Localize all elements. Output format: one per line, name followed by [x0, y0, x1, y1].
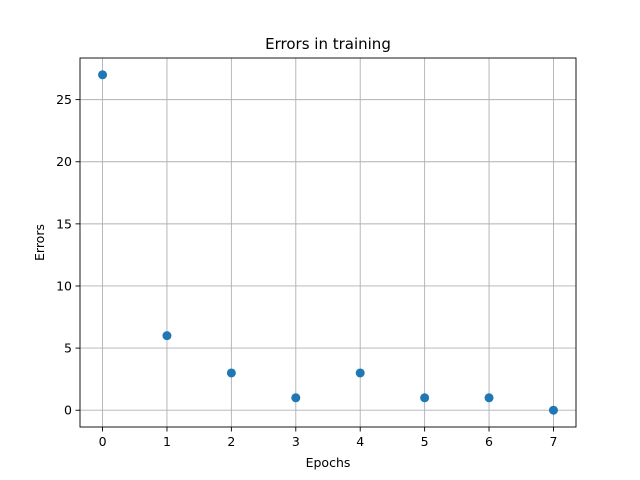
y-tick-label: 10	[56, 278, 72, 293]
data-point	[548, 405, 558, 415]
data-point	[162, 331, 172, 341]
y-tick-label: 0	[64, 403, 72, 418]
x-tick-label: 1	[163, 434, 171, 449]
y-axis-label: Errors	[32, 224, 47, 261]
chart-title: Errors in training	[265, 35, 391, 53]
data-points	[98, 70, 558, 415]
plot-area	[80, 58, 576, 427]
grid	[80, 58, 576, 427]
x-tick-label: 3	[292, 434, 300, 449]
x-tick-label: 4	[356, 434, 364, 449]
data-point	[98, 70, 108, 80]
x-tick-label: 6	[485, 434, 493, 449]
x-axis-label: Epochs	[306, 455, 351, 470]
y-tick-label: 15	[56, 216, 72, 231]
x-tick-label: 0	[99, 434, 107, 449]
data-point	[226, 368, 236, 378]
data-point	[484, 393, 494, 403]
plot-frame	[79, 57, 577, 428]
x-tick-label: 5	[421, 434, 429, 449]
data-point	[355, 368, 365, 378]
y-tick-label: 20	[56, 154, 72, 169]
axis-ticks: 0 1 2 3 4 5 6 7 0 5 10 15 20 25	[56, 92, 557, 449]
y-tick-label: 25	[56, 92, 72, 107]
x-tick-label: 7	[549, 434, 557, 449]
data-point	[291, 393, 301, 403]
y-tick-label: 5	[64, 341, 72, 356]
x-tick-label: 2	[227, 434, 235, 449]
data-point	[420, 393, 430, 403]
